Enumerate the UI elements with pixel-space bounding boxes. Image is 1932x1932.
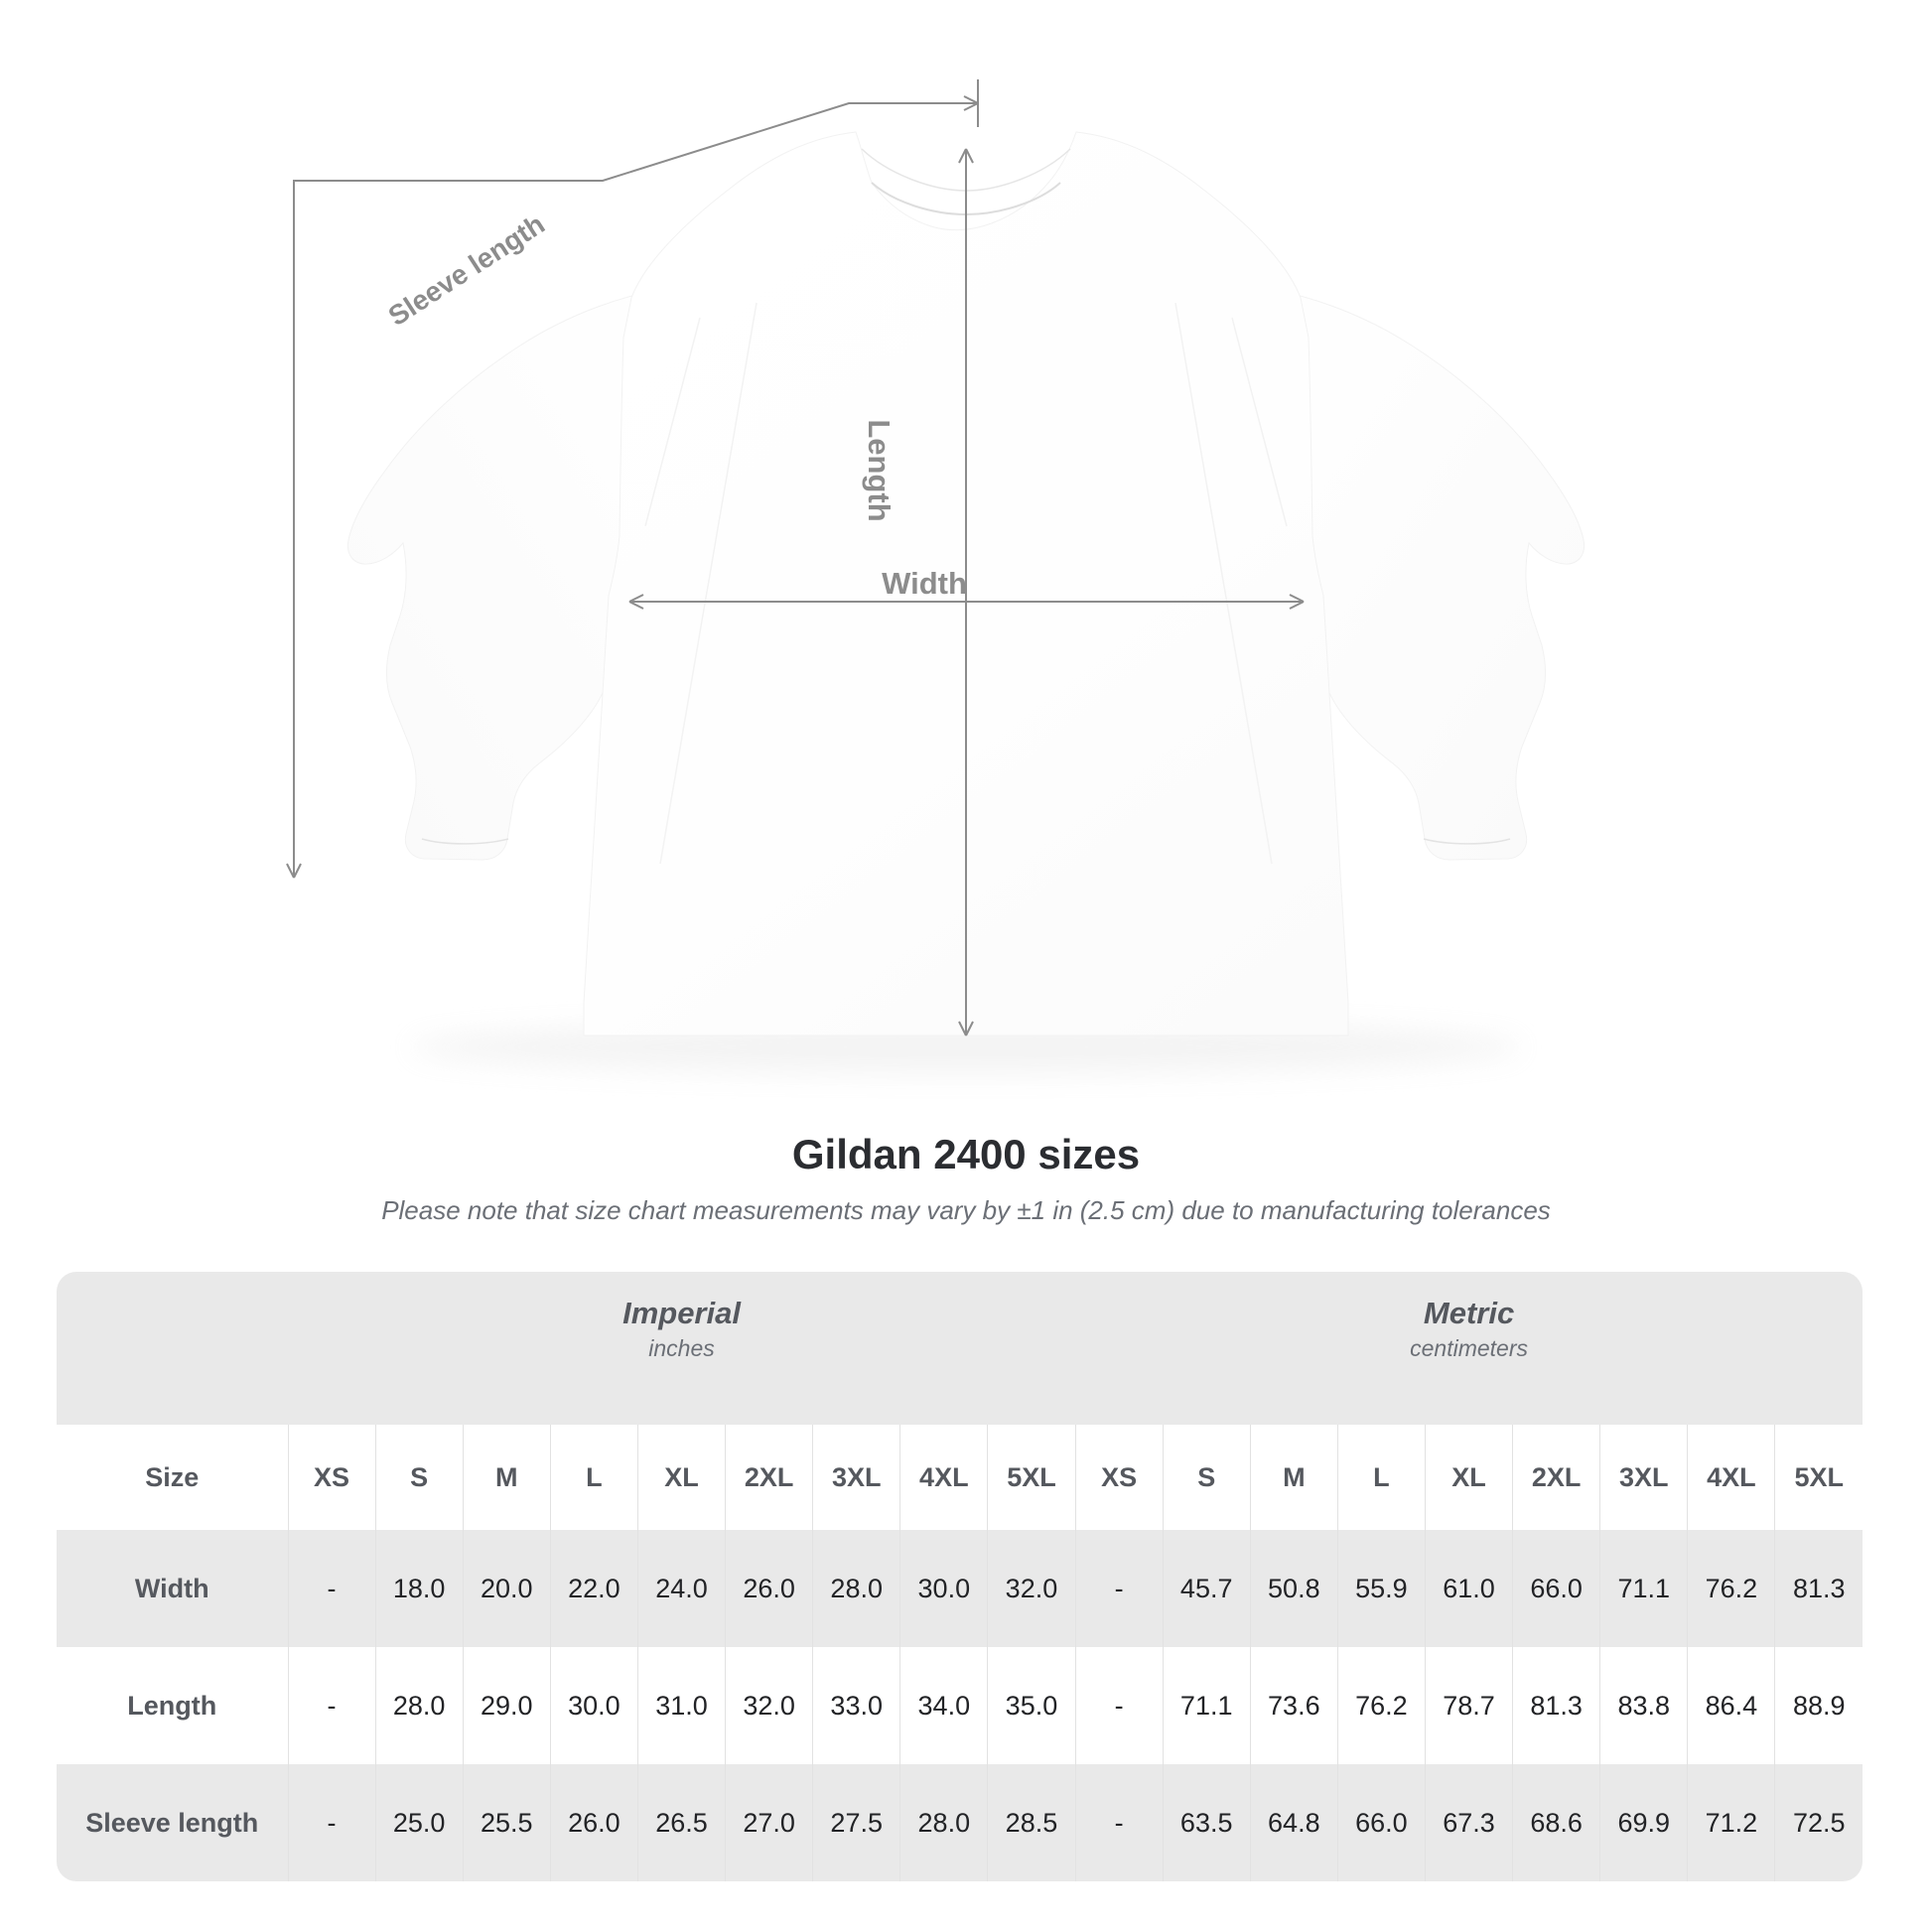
svg-text:Width: Width (882, 566, 967, 601)
svg-text:Length: Length (862, 419, 897, 521)
svg-text:Sleeve length: Sleeve length (383, 208, 550, 332)
